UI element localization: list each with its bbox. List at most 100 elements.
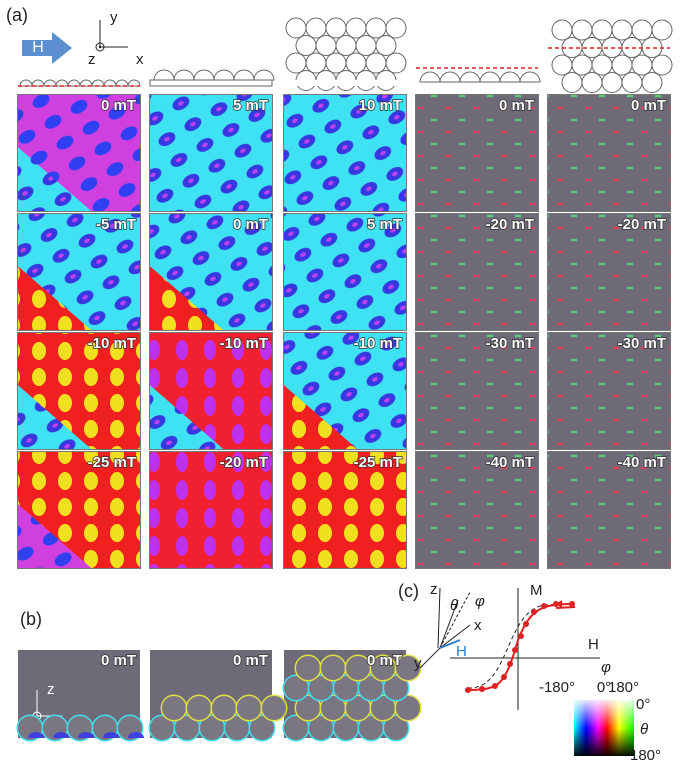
particle: [326, 18, 346, 38]
field-label: -10 mT: [88, 335, 136, 352]
particle: [104, 80, 116, 86]
axis-label: x: [136, 51, 144, 68]
panel-label: (b): [20, 609, 42, 629]
axis-label: y: [110, 9, 118, 26]
particle: [366, 18, 386, 38]
particle: [92, 80, 104, 86]
particle: [306, 53, 326, 73]
particle: [356, 36, 376, 56]
axis-label: z: [430, 581, 438, 598]
panel-label: (a): [6, 5, 28, 25]
axis-label: H: [456, 643, 467, 660]
particle: [552, 55, 572, 75]
structures: [18, 18, 672, 93]
particle: [346, 18, 366, 38]
panel-label: (c): [398, 581, 419, 601]
particle: [612, 55, 632, 75]
particle: [602, 73, 622, 93]
particle: [562, 73, 582, 93]
h-label: H: [32, 39, 44, 56]
field-label: -40 mT: [618, 454, 666, 471]
field-label: 5 mT: [233, 97, 268, 114]
particle: [632, 55, 652, 75]
particle: [32, 80, 44, 86]
base: [150, 80, 272, 86]
particle: [612, 20, 632, 40]
particle: [154, 70, 174, 80]
particle: [440, 72, 460, 82]
panel-c: z θ φ y x H M H φ -180° 0° 180° 0° θ 180…: [414, 581, 661, 764]
colorwheel: [574, 700, 634, 756]
particle: [68, 80, 80, 86]
particle: [652, 20, 672, 40]
particle: [306, 18, 326, 38]
field-label: 0 mT: [631, 97, 666, 114]
cw-label: φ: [601, 659, 611, 676]
particle: [500, 72, 520, 82]
particle: [386, 53, 406, 73]
particle: [592, 55, 612, 75]
particle: [321, 656, 345, 680]
field-label: -40 mT: [486, 454, 534, 471]
panel-b: z y x 0 mT0 mT0 mT: [17, 650, 422, 742]
particle: [316, 36, 336, 56]
particle: [174, 70, 194, 80]
field-label: -20 mT: [618, 216, 666, 233]
particle: [460, 72, 480, 82]
particle: [212, 696, 236, 720]
particle: [80, 80, 92, 86]
particle: [214, 70, 234, 80]
field-label: 0 mT: [367, 652, 402, 669]
field-label: 0 mT: [499, 97, 534, 114]
particle: [376, 36, 396, 56]
cw-tick: 180°: [608, 679, 639, 696]
axis-label: M: [530, 582, 543, 599]
particle: [520, 72, 540, 82]
field-label: 5 mT: [367, 216, 402, 233]
particle: [286, 18, 306, 38]
particle: [262, 696, 286, 720]
particle: [162, 696, 186, 720]
field-label: -5 mT: [96, 216, 136, 233]
field-label: 10 mT: [359, 97, 402, 114]
schematic: H y z x: [22, 9, 144, 68]
particle: [194, 70, 214, 80]
field-label: -30 mT: [618, 335, 666, 352]
field-label: -20 mT: [220, 454, 268, 471]
particle: [592, 20, 612, 40]
figure: (a) (b) (c) H y z x 0 mT5 mT10 mT0 mT0 m…: [0, 0, 681, 765]
field-label: -30 mT: [486, 335, 534, 352]
particle: [582, 73, 602, 93]
particle: [254, 70, 274, 80]
particle: [116, 80, 128, 86]
axis-label: x: [474, 617, 482, 634]
particle: [296, 36, 316, 56]
particle: [420, 72, 440, 82]
field-label: -25 mT: [354, 454, 402, 471]
particle: [366, 53, 386, 73]
cw-tick: 180°: [630, 747, 661, 764]
particle: [622, 73, 642, 93]
particle: [572, 55, 592, 75]
particle: [642, 38, 662, 58]
axis-label: z: [47, 681, 55, 698]
axis-label: z: [88, 51, 96, 68]
particle: [386, 18, 406, 38]
field-label: 0 mT: [233, 652, 268, 669]
particle: [56, 80, 68, 86]
particle: [237, 696, 261, 720]
cw-label: θ: [640, 721, 648, 738]
particle: [632, 20, 652, 40]
field-label: 0 mT: [233, 216, 268, 233]
field-label: -10 mT: [220, 335, 268, 352]
particle: [346, 53, 366, 73]
image-grid: 0 mT 5 mT 10 mT 0 mT 0 mT -5 mT 0 mT 5 mT -20 mT…: [17, 94, 671, 569]
particle: [552, 20, 572, 40]
axis-label: θ: [450, 597, 458, 614]
cw-tick: 0°: [636, 696, 650, 713]
particle: [234, 70, 254, 80]
particle: [187, 696, 211, 720]
field-label: 0 mT: [101, 97, 136, 114]
particle: [20, 80, 32, 86]
cw-tick: -180°: [539, 679, 575, 696]
